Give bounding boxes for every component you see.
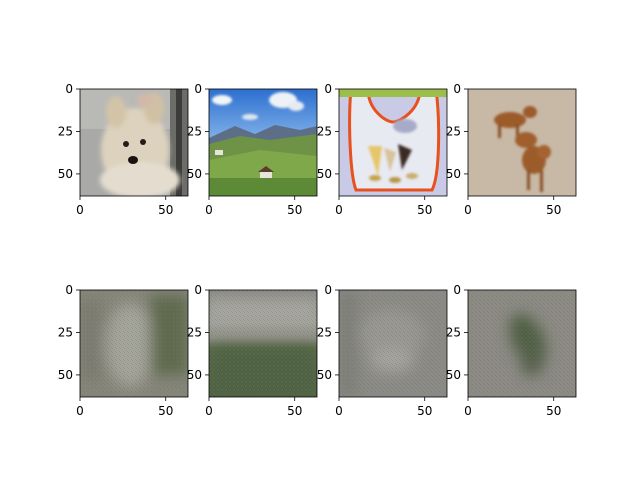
x-tick-label-r1c1-0: 0	[205, 404, 213, 418]
y-tick-label-r0c3-0: 0	[453, 82, 461, 96]
x-tick-label-r0c0-50: 50	[158, 203, 173, 217]
y-tick-label-r0c1-25: 25	[187, 124, 202, 138]
y-tick-label-r0c0-0: 0	[65, 82, 73, 96]
axes-frame-r0c3	[467, 88, 577, 197]
axes-frame-r0c0	[79, 88, 189, 197]
y-tick-label-r0c1-0: 0	[194, 82, 202, 96]
y-tick-label-r1c2-50: 50	[317, 368, 332, 382]
y-tick-label-r0c2-0: 0	[324, 82, 332, 96]
y-tick-label-r1c2-25: 25	[317, 325, 332, 339]
axes-layer: 0 50 0 25 50 0 50 0 25 50 0 50 0 25 50 0 50 0 25 50 0 50 0 25 50…	[58, 82, 577, 418]
panel-image-bib	[339, 89, 447, 196]
x-tick-label-r1c1-50: 50	[287, 404, 302, 418]
x-tick-label-r1c3-50: 50	[546, 404, 561, 418]
panel-image-recon-dogs	[468, 290, 576, 397]
axes-frame-r1c1	[208, 289, 318, 398]
y-tick-label-r1c0-25: 25	[58, 325, 73, 339]
y-tick-label-r0c3-25: 25	[446, 124, 461, 138]
y-tick-label-r0c2-25: 25	[317, 124, 332, 138]
x-tick-label-r0c2-0: 0	[335, 203, 343, 217]
x-tick-label-r1c2-50: 50	[417, 404, 432, 418]
panel-image-valley	[209, 89, 317, 196]
panel-image-recon-dog	[80, 290, 188, 397]
y-tick-label-r1c0-50: 50	[58, 368, 73, 382]
y-tick-label-r1c3-25: 25	[446, 325, 461, 339]
y-tick-label-r1c1-0: 0	[194, 283, 202, 297]
panel-image-dogs	[468, 89, 576, 196]
x-tick-label-r1c2-0: 0	[335, 404, 343, 418]
axes-frame-r1c3	[467, 289, 577, 398]
x-tick-label-r0c2-50: 50	[417, 203, 432, 217]
x-tick-label-r0c3-0: 0	[464, 203, 472, 217]
x-tick-label-r0c1-50: 50	[287, 203, 302, 217]
y-tick-label-r0c1-50: 50	[187, 167, 202, 181]
x-tick-label-r0c0-0: 0	[76, 203, 84, 217]
y-tick-label-r1c3-50: 50	[446, 368, 461, 382]
panel-image-dog	[80, 89, 188, 196]
x-tick-label-r0c3-50: 50	[546, 203, 561, 217]
y-tick-label-r1c1-25: 25	[187, 325, 202, 339]
y-tick-label-r1c2-0: 0	[324, 283, 332, 297]
axes-frame-r0c2	[338, 88, 448, 197]
y-tick-label-r1c3-0: 0	[453, 283, 461, 297]
y-tick-label-r0c3-50: 50	[446, 167, 461, 181]
x-tick-label-r1c0-50: 50	[158, 404, 173, 418]
x-tick-label-r1c0-0: 0	[76, 404, 84, 418]
axes-frame-r1c2	[338, 289, 448, 398]
y-tick-label-r1c1-50: 50	[187, 368, 202, 382]
panel-image-recon-valley	[209, 290, 317, 397]
y-tick-label-r0c0-25: 25	[58, 124, 73, 138]
axes-frame-r0c1	[208, 88, 318, 197]
y-tick-label-r1c0-0: 0	[65, 283, 73, 297]
panel-image-recon-bib	[339, 290, 447, 397]
y-tick-label-r0c0-50: 50	[58, 167, 73, 181]
x-tick-label-r1c3-0: 0	[464, 404, 472, 418]
y-tick-label-r0c2-50: 50	[317, 167, 332, 181]
x-tick-label-r0c1-0: 0	[205, 203, 213, 217]
axes-frame-r1c0	[79, 289, 189, 398]
